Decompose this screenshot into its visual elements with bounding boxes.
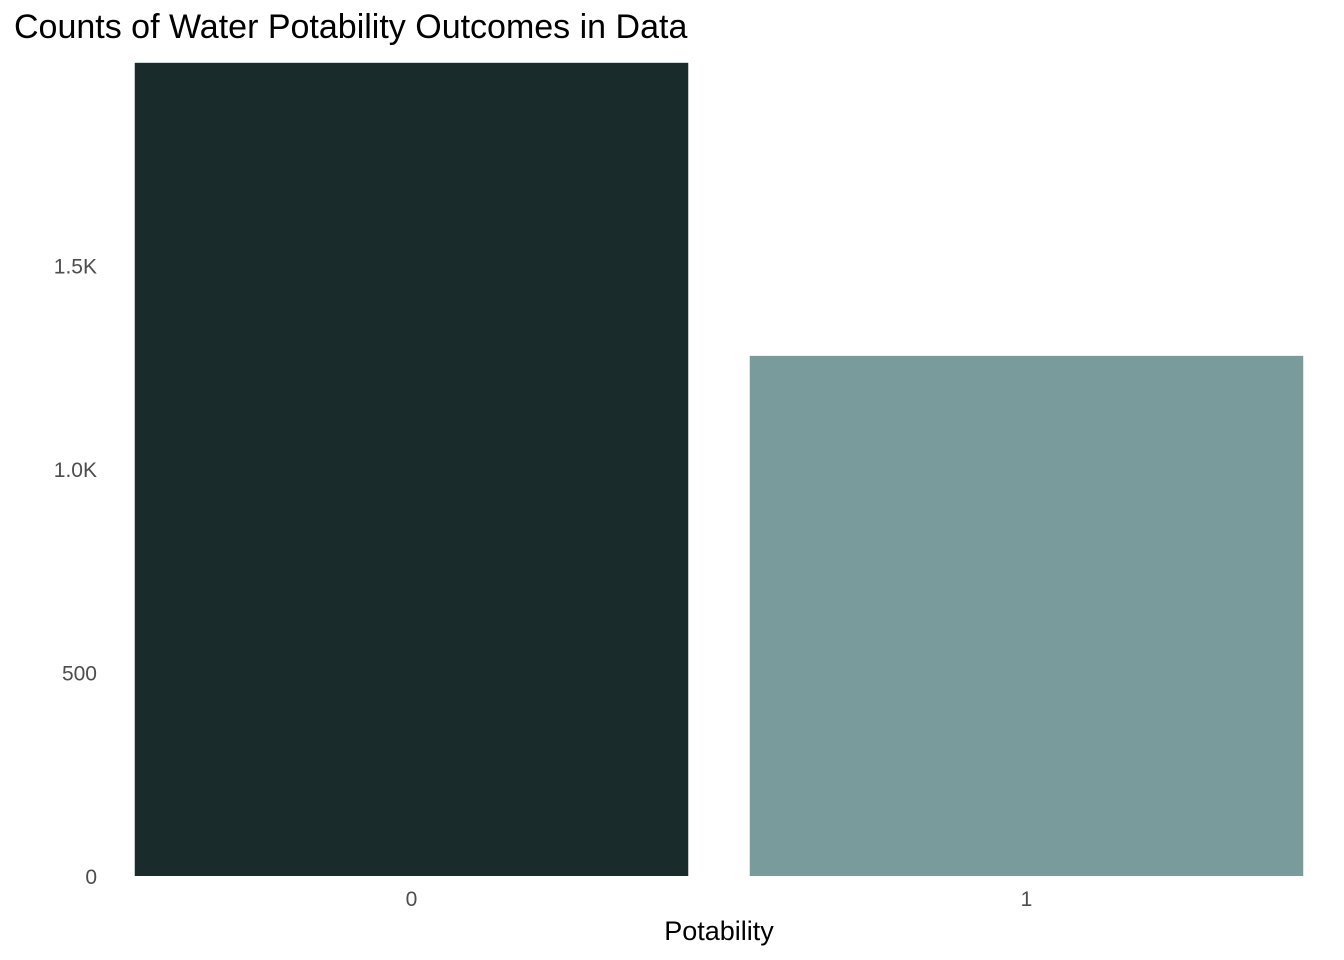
y-tick-label: 0 bbox=[85, 866, 97, 889]
y-axis-ticks: 0 500 1.0K 1.5K bbox=[54, 256, 97, 890]
x-axis-title: Potability bbox=[664, 916, 774, 946]
chart-title: Counts of Water Potability Outcomes in D… bbox=[14, 8, 688, 46]
y-tick-label: 1.0K bbox=[54, 459, 97, 482]
y-tick-label: 500 bbox=[62, 663, 97, 686]
x-tick-label: 0 bbox=[406, 888, 418, 911]
x-tick-label: 1 bbox=[1021, 888, 1033, 911]
bar-0 bbox=[134, 62, 689, 876]
y-tick-label: 1.5K bbox=[54, 256, 97, 279]
bar-1 bbox=[749, 355, 1304, 876]
bars-group bbox=[134, 62, 1304, 876]
